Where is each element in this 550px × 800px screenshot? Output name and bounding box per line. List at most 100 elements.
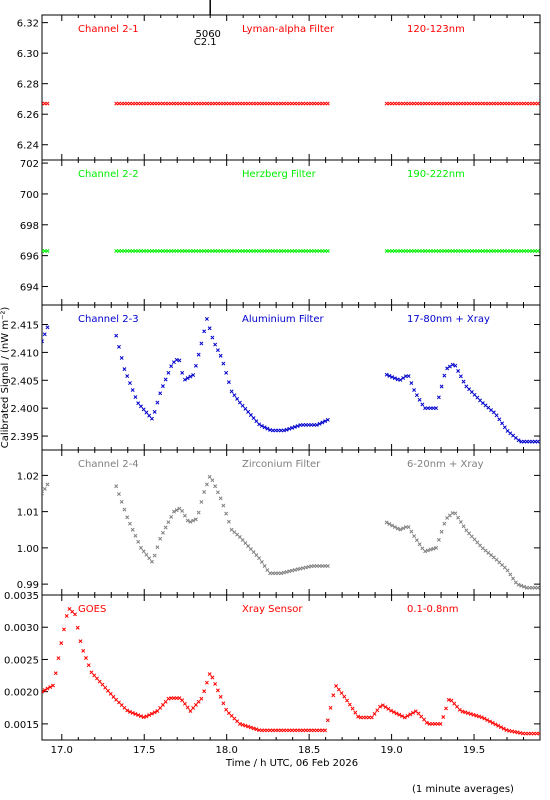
data-point — [133, 395, 138, 399]
data-point — [522, 584, 527, 589]
data-point — [325, 417, 330, 422]
data-point — [353, 710, 358, 715]
data-point — [458, 374, 463, 379]
data-point — [463, 710, 468, 715]
y-tick-label: 0.0020 — [4, 688, 39, 699]
data-point — [390, 523, 395, 528]
y-tick-label: 6.30 — [17, 49, 39, 60]
data-point — [395, 377, 400, 382]
data-point — [204, 482, 209, 487]
data-point — [215, 348, 220, 353]
y-tick-label: 696 — [20, 252, 39, 263]
data-point — [411, 710, 415, 715]
data-point — [456, 369, 461, 373]
data-point — [188, 374, 193, 379]
data-point — [67, 607, 72, 611]
data-point — [130, 388, 135, 393]
data-points — [42, 607, 540, 736]
data-point — [290, 568, 295, 573]
data-point — [147, 713, 152, 717]
panel-band-label: 120-123nm — [407, 24, 465, 35]
data-point — [196, 510, 201, 515]
data-point — [511, 576, 516, 581]
data-point — [494, 413, 499, 418]
data-point — [482, 716, 487, 721]
data-point — [408, 712, 413, 717]
data-point — [447, 364, 452, 369]
data-point — [114, 333, 119, 338]
data-point — [424, 720, 429, 725]
data-point — [141, 549, 146, 554]
panel-frame — [41, 449, 541, 596]
data-point — [417, 397, 422, 402]
x-tick-label: 19.0 — [380, 745, 402, 756]
data-point — [279, 571, 284, 576]
data-point — [390, 375, 395, 379]
panel-channel-label: GOES — [78, 604, 106, 615]
data-point — [138, 545, 143, 550]
data-point — [251, 726, 256, 731]
data-point — [460, 709, 465, 714]
data-point — [138, 714, 143, 719]
data-point — [412, 534, 417, 539]
data-point — [383, 705, 388, 710]
data-point — [196, 699, 201, 704]
data-point — [224, 370, 229, 375]
data-point — [535, 585, 540, 590]
data-point — [455, 704, 459, 709]
data-point — [469, 390, 474, 394]
data-point — [257, 556, 262, 561]
y-tick-label: 702 — [20, 159, 39, 170]
data-point — [166, 370, 171, 375]
data-point — [496, 723, 501, 728]
y-tick-label: 0.0030 — [4, 623, 39, 634]
data-point — [117, 344, 121, 349]
y-tick-label: 1.00 — [17, 544, 39, 555]
data-point — [136, 713, 141, 718]
y-tick-label: 2.400 — [10, 404, 39, 415]
data-point — [232, 393, 237, 398]
data-point — [237, 400, 242, 405]
data-point — [237, 535, 242, 539]
panel-band-label: 6-20nm + Xray — [407, 459, 484, 470]
data-point — [442, 373, 447, 378]
data-point — [152, 553, 157, 558]
data-point — [392, 376, 397, 381]
data-point — [466, 711, 470, 716]
data-point — [133, 712, 138, 716]
y-tick-label: 6.26 — [17, 110, 39, 121]
data-point — [122, 705, 127, 710]
data-point — [182, 513, 187, 518]
data-point — [423, 549, 428, 554]
data-point — [42, 332, 47, 337]
data-point — [500, 421, 505, 426]
panel-channel-label: Channel 2-1 — [78, 24, 139, 35]
data-point — [86, 663, 91, 668]
data-point — [284, 569, 289, 574]
panel-frame — [41, 594, 541, 741]
data-point — [42, 689, 44, 694]
panel-filter-label: Lyman-alpha Filter — [242, 24, 335, 35]
data-point — [243, 541, 248, 545]
data-point — [51, 683, 55, 688]
data-point — [163, 377, 168, 382]
data-point — [456, 515, 461, 520]
data-point — [191, 518, 196, 523]
data-point — [468, 712, 473, 716]
data-point — [125, 374, 130, 379]
data-point — [475, 540, 480, 545]
data-point — [226, 380, 231, 385]
data-point — [384, 372, 389, 377]
data-point — [375, 708, 380, 713]
data-point — [235, 396, 240, 401]
data-point — [434, 406, 439, 411]
panel-filter-label: Aluminium Filter — [242, 314, 325, 325]
data-point — [516, 438, 521, 443]
data-point — [347, 702, 352, 707]
data-point — [292, 424, 297, 429]
data-point — [144, 552, 149, 557]
x-tick-label: 17.5 — [133, 745, 155, 756]
data-point — [188, 519, 193, 524]
data-point — [425, 548, 430, 553]
data-point — [475, 395, 480, 400]
